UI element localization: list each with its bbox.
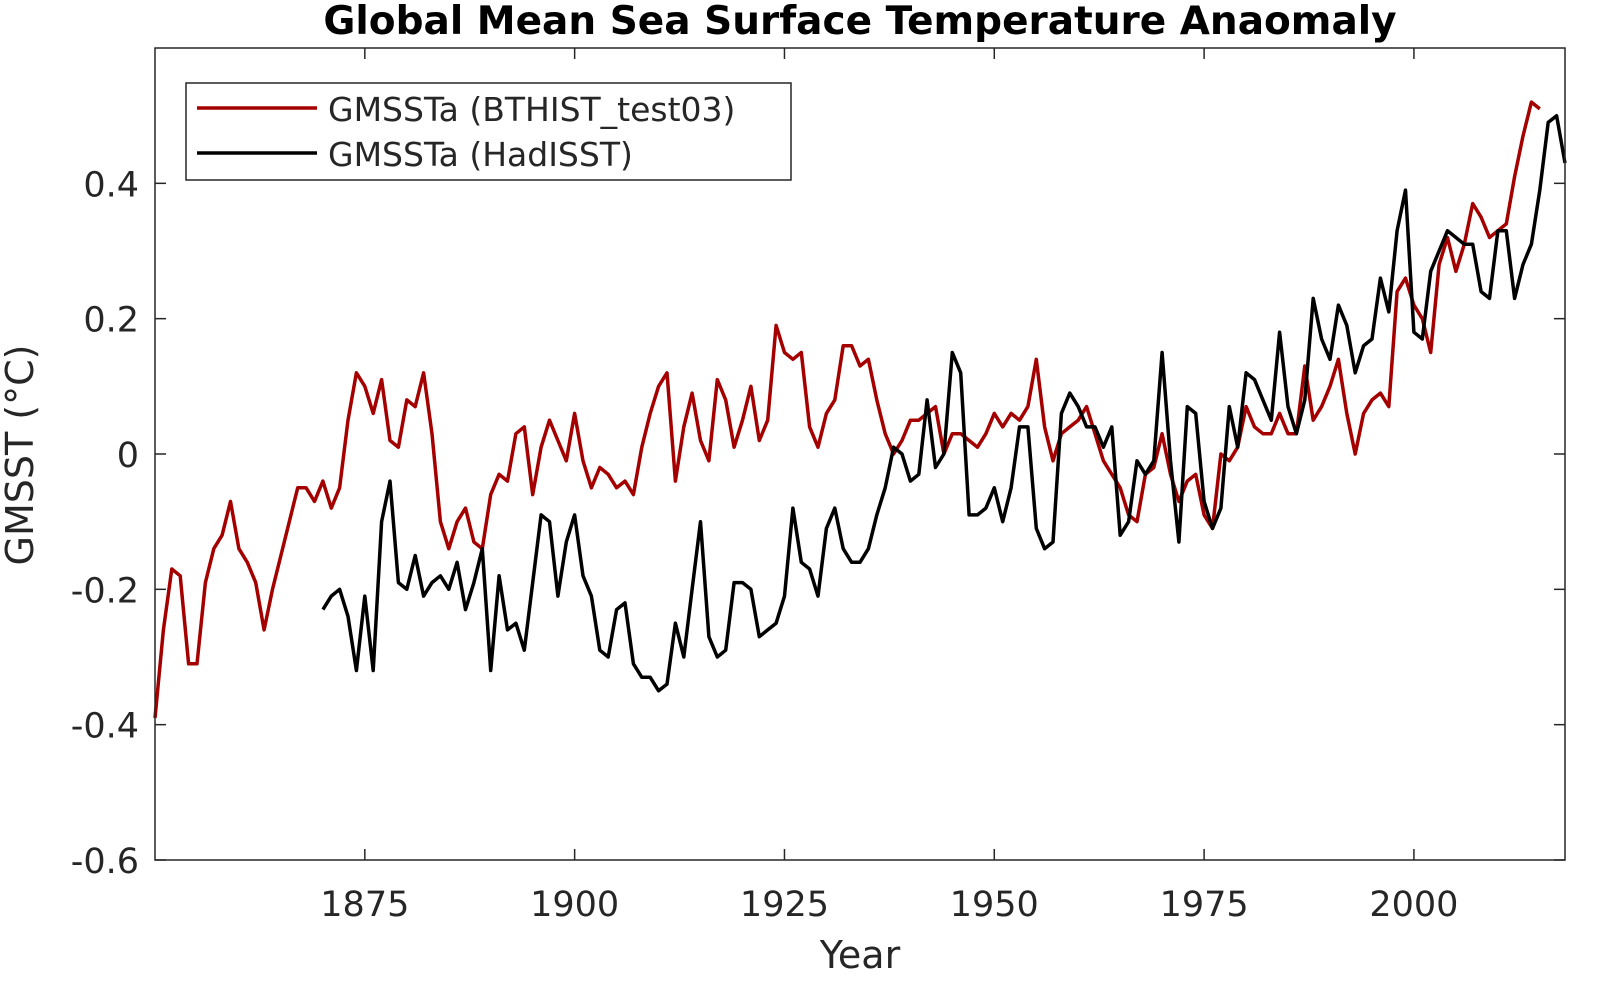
series-layer (153, 100, 1567, 719)
chart-title: Global Mean Sea Surface Temperature Anao… (323, 0, 1397, 44)
y-axis-label: GMSST (°C) (0, 344, 42, 566)
y-tick-label: -0.6 (71, 842, 139, 882)
x-tick-label: 1925 (740, 885, 829, 925)
y-tick-label: 0.2 (83, 301, 139, 341)
y-tick-label: -0.4 (71, 707, 139, 747)
series-line-bthist (153, 100, 1541, 719)
y-tick-label: 0 (117, 436, 139, 476)
series-line-hadisst (321, 113, 1567, 693)
x-tick-label: 1900 (530, 885, 619, 925)
y-tick-label: 0.4 (83, 165, 139, 205)
x-tick-label: 1950 (950, 885, 1039, 925)
legend-label-bthist: GMSSTa (BTHIST_test03) (328, 90, 735, 129)
x-axis-label: Year (819, 933, 901, 977)
x-tick-label: 1975 (1160, 885, 1249, 925)
plot-background (155, 48, 1565, 860)
y-axis-ticks: -0.6 -0.4 -0.2 0 0.2 0.4 (71, 165, 1565, 882)
x-axis-ticks: 1875 1900 1925 1950 1975 2000 (320, 48, 1458, 925)
legend: GMSSTa (BTHIST_test03) GMSSTa (HadISST) (185, 82, 792, 181)
legend-label-hadisst: GMSSTa (HadISST) (328, 135, 633, 174)
y-tick-label: -0.2 (71, 571, 139, 611)
x-tick-label: 1875 (320, 885, 409, 925)
x-tick-label: 2000 (1369, 885, 1458, 925)
legend-box (185, 82, 792, 181)
